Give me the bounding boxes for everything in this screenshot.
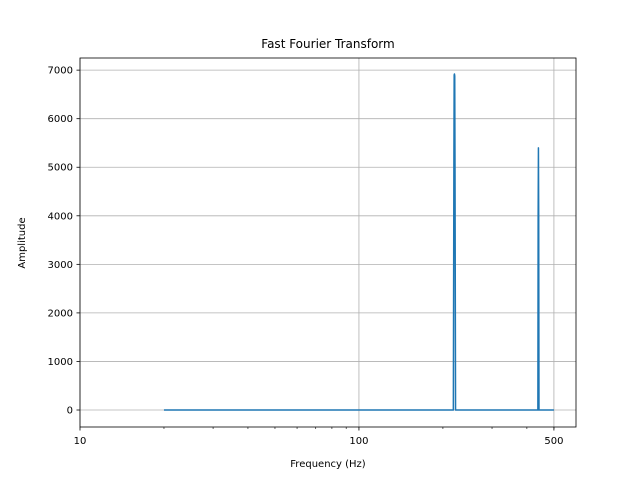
x-tick-label: 100 — [349, 436, 368, 447]
x-axis-label: Frequency (Hz) — [290, 459, 366, 470]
y-tick-label: 2000 — [48, 308, 73, 319]
y-tick-label: 1000 — [48, 357, 73, 368]
y-tick-label: 6000 — [48, 114, 73, 125]
fft-series-line — [163, 73, 554, 411]
chart-title: Fast Fourier Transform — [261, 37, 394, 51]
y-tick-label: 3000 — [48, 260, 73, 271]
plot-area: 0 1000 2000 3000 4000 5000 6000 7000 10 100 500 — [48, 57, 577, 447]
y-axis-label: Amplitude — [17, 217, 28, 268]
y-tick-label: 5000 — [48, 163, 73, 174]
y-tick-label: 4000 — [48, 211, 73, 222]
x-tick-label: 10 — [74, 436, 87, 447]
y-tick-label: 7000 — [48, 66, 73, 77]
x-tick-label: 500 — [544, 436, 563, 447]
y-tick-label: 0 — [67, 406, 73, 417]
axes-frame — [79, 57, 577, 428]
